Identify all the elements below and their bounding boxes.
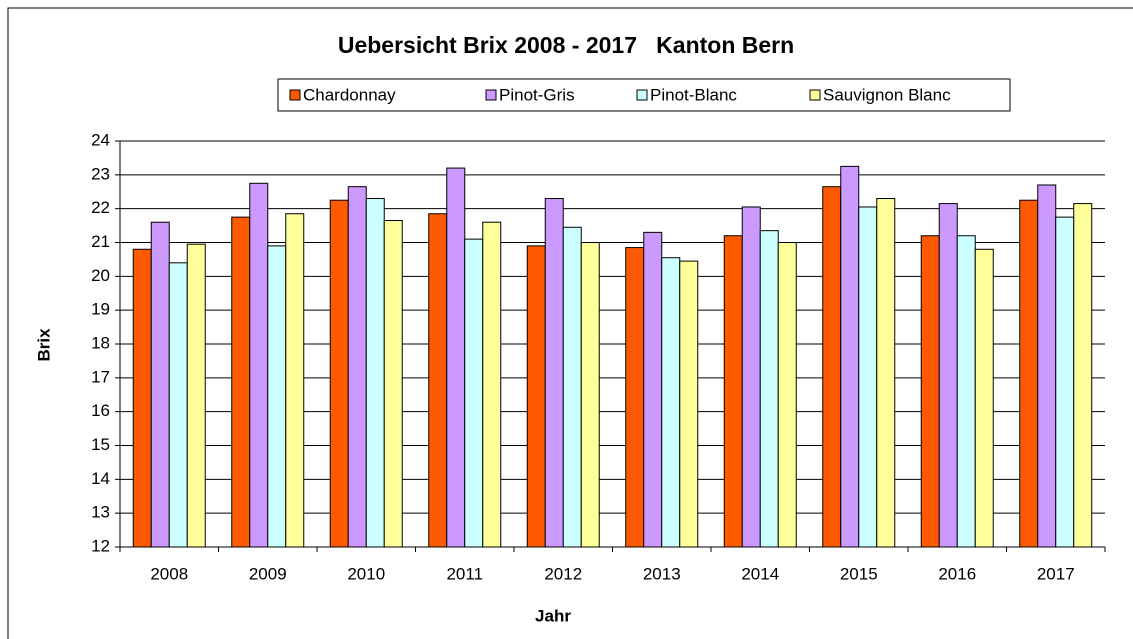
bar [329, 199, 349, 548]
y-tick-label: 20 [91, 266, 110, 285]
y-tick-label: 12 [91, 536, 110, 555]
legend-swatch [485, 89, 497, 101]
bar [1019, 199, 1039, 548]
y-tick-label: 22 [91, 198, 110, 217]
bar [526, 245, 546, 548]
legend-label: Sauvignon Blanc [823, 85, 951, 104]
bar [562, 226, 582, 548]
legend-label: Chardonnay [303, 85, 396, 104]
bar [168, 262, 188, 548]
bar [1037, 184, 1057, 548]
y-tick-label: 18 [91, 333, 110, 352]
legend-swatch [809, 89, 821, 101]
legend-swatch [289, 89, 301, 101]
bar [446, 167, 466, 548]
bar [741, 206, 761, 548]
bar [840, 165, 860, 548]
bar [876, 198, 896, 548]
y-tick-label: 17 [91, 367, 110, 386]
bar [428, 213, 448, 548]
bar [249, 182, 269, 548]
bar [150, 221, 170, 548]
x-tick-label: 2017 [1037, 564, 1075, 583]
bar [186, 243, 206, 548]
y-tick-label: 14 [91, 469, 110, 488]
y-tick-label: 21 [91, 232, 110, 251]
chart-title: Uebersicht Brix 2008 - 2017 Kanton Bern [338, 32, 794, 58]
bar [723, 235, 743, 548]
bar [482, 221, 502, 548]
bar [1055, 216, 1075, 548]
x-tick-label: 2010 [347, 564, 385, 583]
bar [679, 260, 699, 548]
x-tick-label: 2014 [741, 564, 779, 583]
bar [920, 235, 940, 548]
y-tick-label: 19 [91, 300, 110, 319]
y-tick-label: 13 [91, 503, 110, 522]
x-tick-label: 2008 [150, 564, 188, 583]
bar [938, 203, 958, 548]
bar [661, 257, 681, 548]
bar [643, 231, 663, 548]
x-tick-label: 2016 [938, 564, 976, 583]
y-tick-label: 16 [91, 401, 110, 420]
bar [231, 216, 251, 548]
y-axis-title: Brix [34, 328, 53, 362]
x-tick-label: 2012 [544, 564, 582, 583]
bar [1073, 203, 1093, 548]
y-tick-label: 24 [91, 130, 110, 149]
bar [759, 230, 779, 548]
x-tick-label: 2015 [840, 564, 878, 583]
x-axis-title: Jahr [535, 606, 571, 625]
bar [132, 248, 152, 548]
legend-swatch [636, 89, 648, 101]
bar [365, 198, 385, 548]
bar [956, 235, 976, 548]
y-tick-label: 23 [91, 164, 110, 183]
bar [544, 198, 564, 548]
bar [267, 245, 287, 548]
bar [777, 242, 797, 548]
bar [822, 186, 842, 548]
bar [285, 213, 305, 548]
bar [580, 242, 600, 548]
x-tick-label: 2009 [249, 564, 287, 583]
x-tick-label: 2011 [446, 564, 483, 583]
x-tick-label: 2013 [643, 564, 681, 583]
bar [625, 247, 645, 548]
bar [383, 220, 403, 548]
bar [347, 186, 367, 548]
bar [464, 238, 484, 548]
legend-label: Pinot-Gris [499, 85, 575, 104]
legend-label: Pinot-Blanc [650, 85, 737, 104]
y-tick-label: 15 [91, 435, 110, 454]
bar [858, 206, 878, 548]
bar [974, 248, 994, 548]
